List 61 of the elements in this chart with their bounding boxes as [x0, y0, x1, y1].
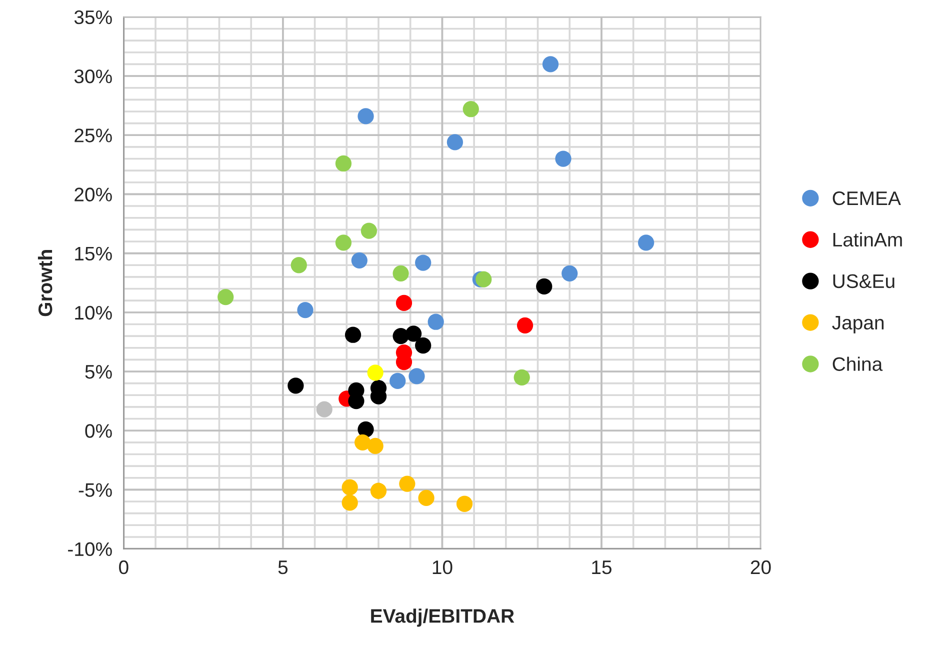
point	[316, 401, 332, 418]
y-tick-label: 35%	[74, 10, 112, 24]
point	[399, 476, 416, 492]
legend-label: US&Eu	[833, 274, 894, 288]
point	[446, 134, 464, 150]
legend-label: Japan	[832, 316, 884, 334]
point	[342, 479, 358, 496]
y-tick-label: 10%	[75, 306, 112, 320]
legend-label: CEMEA	[832, 191, 901, 206]
y-tick-label: 30%	[74, 69, 112, 84]
point	[408, 368, 425, 384]
x-tick-label: 15	[592, 560, 612, 574]
point	[354, 434, 371, 450]
x-tick-label: 0	[119, 560, 128, 574]
legend-label: China	[832, 356, 883, 371]
y-tick-label: -10%	[68, 542, 112, 556]
x-tick-label: 10	[432, 560, 452, 574]
point	[415, 337, 432, 354]
point	[555, 150, 572, 167]
point	[396, 294, 412, 312]
point	[462, 101, 479, 118]
point	[297, 302, 314, 318]
point	[390, 372, 406, 390]
y-tick-label: 20%	[74, 188, 112, 202]
point	[370, 482, 387, 499]
point	[288, 378, 304, 394]
point	[342, 494, 358, 511]
legend-label: LatinAm	[833, 232, 902, 247]
point	[476, 271, 492, 288]
x-tick-label: 20	[750, 560, 771, 574]
y-axis-title: Growth	[38, 250, 52, 316]
point	[542, 56, 559, 72]
y-tick-label: 0%	[85, 424, 112, 438]
y-tick-label: 5%	[85, 365, 112, 379]
point	[514, 369, 530, 386]
point	[290, 257, 307, 274]
point	[351, 252, 368, 268]
x-tick-label: 5	[278, 560, 288, 574]
y-tick-label: 15%	[75, 246, 112, 261]
point	[335, 234, 352, 251]
point	[415, 254, 432, 271]
point	[218, 288, 234, 306]
y-tick-label: 25%	[74, 128, 112, 142]
point	[344, 326, 362, 343]
y-tick-label: -5%	[78, 483, 112, 497]
point	[428, 314, 444, 330]
point	[405, 326, 422, 342]
point	[562, 265, 578, 282]
point	[456, 496, 473, 512]
point	[418, 490, 434, 506]
point	[516, 317, 534, 334]
point	[638, 234, 654, 251]
point	[392, 265, 409, 282]
point	[367, 438, 384, 454]
point	[335, 155, 352, 172]
point	[367, 364, 384, 381]
point	[536, 278, 552, 294]
point	[358, 421, 374, 438]
point	[358, 108, 374, 124]
point	[360, 222, 378, 239]
x-axis-title: EVadj/EBITDAR	[371, 608, 514, 627]
